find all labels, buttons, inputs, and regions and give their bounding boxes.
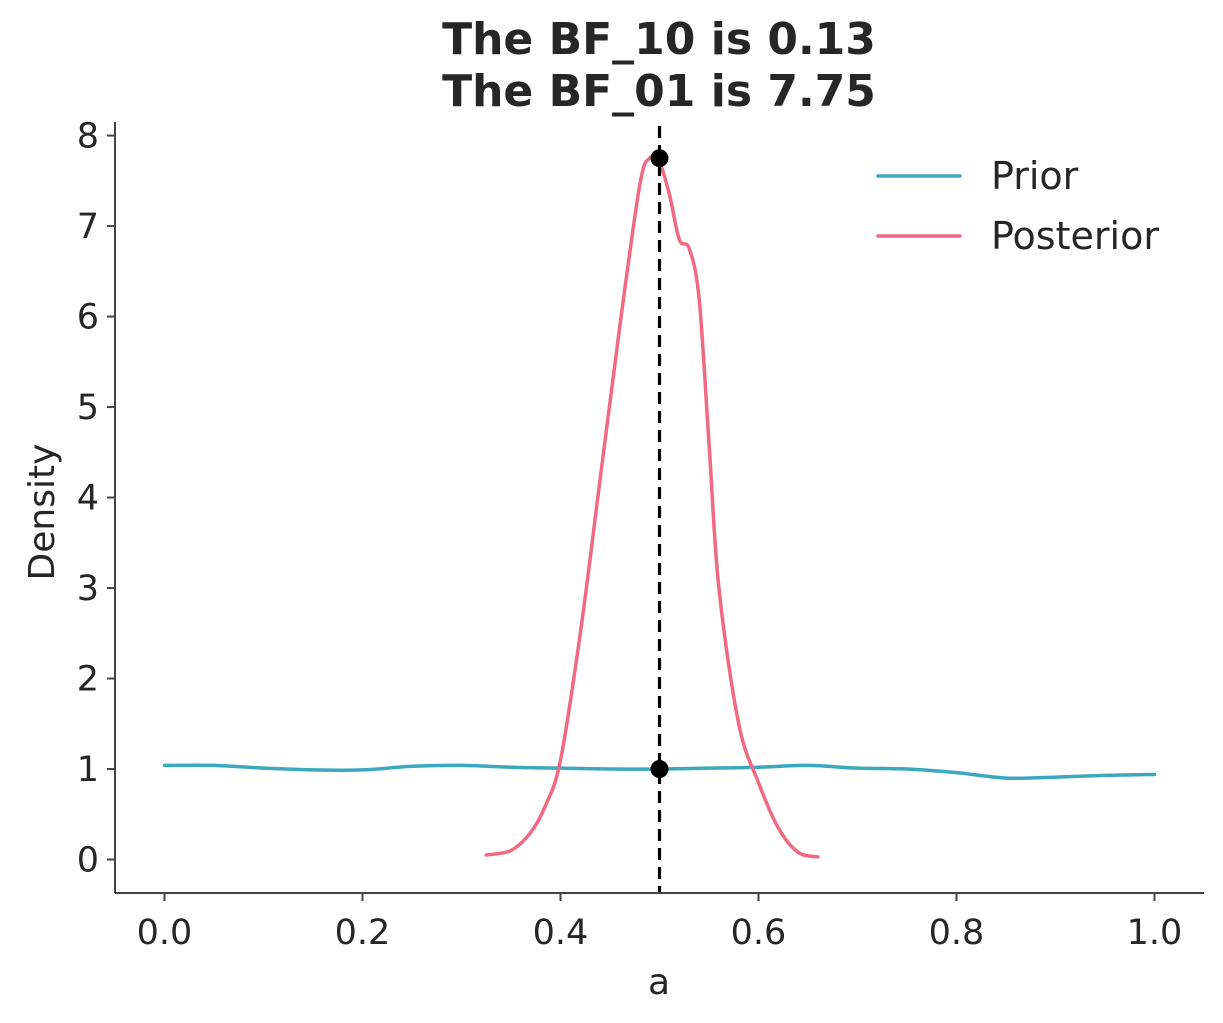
x-tick-label: 0.4 — [533, 913, 589, 953]
y-tick-label: 3 — [77, 569, 99, 609]
x-tick-label: 1.0 — [1127, 913, 1183, 953]
series-line-posterior — [484, 154, 820, 859]
x-axis-ticks: 0.0 0.2 0.4 0.6 0.8 1.0 — [137, 893, 1183, 953]
chart-title-line-1: The BF_10 is 0.13 — [442, 14, 876, 65]
x-tick-label: 0.6 — [731, 913, 787, 953]
y-tick-label: 8 — [77, 117, 99, 157]
y-tick-label: 0 — [77, 841, 99, 881]
plot-area — [162, 126, 1157, 893]
marker-point-1 — [650, 149, 669, 168]
y-tick-label: 7 — [77, 207, 99, 247]
y-tick-label: 4 — [77, 479, 99, 519]
marker-point-2 — [650, 760, 669, 779]
x-tick-label: 0.2 — [335, 913, 391, 953]
x-tick-label: 0.8 — [929, 913, 985, 953]
legend-label-prior: Prior — [991, 154, 1079, 198]
chart-title-line-2: The BF_01 is 7.75 — [442, 66, 876, 117]
legend-label-posterior: Posterior — [991, 214, 1159, 258]
y-axis-label: Density — [22, 444, 63, 581]
legend: Prior Posterior — [876, 154, 1159, 258]
x-axis-label: a — [648, 962, 670, 1003]
y-tick-label: 6 — [77, 298, 99, 338]
y-axis-ticks: 0 1 2 3 4 5 6 7 8 — [77, 117, 115, 881]
y-tick-label: 2 — [77, 660, 99, 700]
x-tick-label: 0.0 — [137, 913, 193, 953]
y-tick-label: 5 — [77, 388, 99, 428]
y-tick-label: 1 — [77, 750, 99, 790]
